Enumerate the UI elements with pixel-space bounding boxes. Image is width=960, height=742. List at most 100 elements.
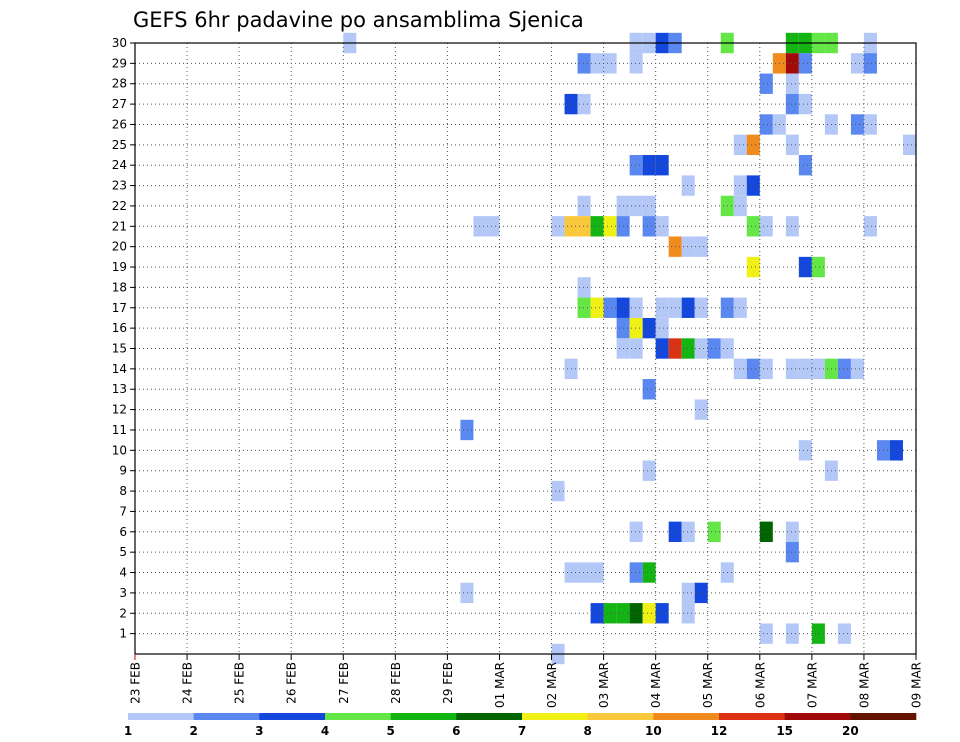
x-tick-label-5: 28 FEB xyxy=(389,662,403,704)
x-tick-label-4: 27 FEB xyxy=(337,662,351,704)
heatmap-cell-31 xyxy=(733,134,747,156)
y-tick-label-5: 5 xyxy=(119,545,127,559)
heatmap-cell-105 xyxy=(798,440,812,461)
heatmap-cell-108 xyxy=(642,460,656,481)
heatmap-cell-35 xyxy=(629,155,643,176)
colorbar-swatch-10 xyxy=(784,713,851,720)
colorbar-label-10: 15 xyxy=(776,724,793,738)
heatmap-cell-85 xyxy=(629,338,643,359)
heatmap-cell-102 xyxy=(642,379,656,400)
x-tick-label-10: 04 MAR xyxy=(649,662,663,708)
heatmap-cell-25 xyxy=(798,93,812,115)
heatmap-cell-17 xyxy=(798,53,812,74)
heatmap-cell-47 xyxy=(733,195,747,217)
colorbar-label-7: 8 xyxy=(583,724,591,738)
heatmap-cell-111 xyxy=(629,521,643,542)
colorbar-swatch-11 xyxy=(850,713,917,720)
heatmap-cell-125 xyxy=(460,582,474,604)
heatmap-cell-50 xyxy=(551,216,565,237)
heatmap-cell-104 xyxy=(460,419,474,441)
heatmap-cell-74 xyxy=(655,297,669,318)
heatmap-cell-113 xyxy=(681,521,695,542)
y-tick-label-4: 4 xyxy=(119,566,127,580)
heatmap-cell-13 xyxy=(603,53,617,74)
heatmap-cell-16 xyxy=(785,53,799,74)
colorbar-label-1: 2 xyxy=(189,724,197,738)
heatmap-cell-122 xyxy=(629,562,643,583)
colorbar-swatch-6 xyxy=(522,713,588,720)
heatmap-cell-94 xyxy=(746,358,760,380)
heatmap-cell-103 xyxy=(694,399,708,420)
chart-title: GEFS 6hr padavine po ansamblima Sjenica xyxy=(133,8,584,32)
heatmap-cell-77 xyxy=(694,297,708,318)
y-tick-label-11: 11 xyxy=(112,423,127,437)
y-tick-label-14: 14 xyxy=(112,362,127,376)
heatmap-cell-52 xyxy=(577,216,591,237)
heatmap-cell-19 xyxy=(863,53,877,74)
heatmap-cell-132 xyxy=(642,603,656,624)
heatmap-cell-58 xyxy=(746,216,760,237)
heatmap-cell-123 xyxy=(642,562,656,583)
heatmap-cell-39 xyxy=(681,175,695,196)
y-tick-label-17: 17 xyxy=(112,301,127,315)
y-tick-label-29: 29 xyxy=(112,56,127,70)
heatmap-cell-90 xyxy=(707,338,721,359)
heatmap-cell-54 xyxy=(603,216,617,237)
heatmap-cell-79 xyxy=(733,297,747,318)
x-tick-label-0: 23 FEB xyxy=(129,662,143,704)
x-tick-label-3: 26 FEB xyxy=(285,662,299,704)
heatmap-cell-128 xyxy=(590,603,604,624)
y-tick-label-22: 22 xyxy=(112,199,127,213)
heatmap-cell-59 xyxy=(759,216,773,237)
heatmap-cell-21 xyxy=(785,73,799,94)
heatmap-cell-81 xyxy=(629,317,643,339)
colorbar-swatch-2 xyxy=(259,713,326,720)
heatmap-cell-82 xyxy=(642,317,656,339)
y-tick-label-6: 6 xyxy=(119,525,127,539)
heatmap-cell-115 xyxy=(759,521,773,542)
colorbar-label-6: 7 xyxy=(518,724,526,738)
heatmap-cell-120 xyxy=(577,562,591,583)
colorbar-swatch-5 xyxy=(456,713,523,720)
heatmap-cell-61 xyxy=(863,216,877,237)
heatmap-cell-96 xyxy=(785,358,799,380)
heatmap-cell-127 xyxy=(694,582,708,604)
heatmap-cell-24 xyxy=(785,93,799,115)
heatmap-cell-68 xyxy=(577,277,591,298)
colorbar-swatch-3 xyxy=(325,713,391,720)
heatmap-cell-110 xyxy=(551,480,565,502)
y-tick-label-20: 20 xyxy=(112,240,127,254)
x-tick-label-11: 05 MAR xyxy=(701,662,715,708)
heatmap-cell-93 xyxy=(733,358,747,380)
heatmap-cell-69 xyxy=(577,297,591,318)
heatmap-cell-135 xyxy=(759,623,773,644)
y-tick-label-9: 9 xyxy=(119,464,127,478)
heatmap-cell-64 xyxy=(694,236,708,257)
heatmap-cell-118 xyxy=(785,541,799,563)
x-tick-label-14: 08 MAR xyxy=(857,662,871,708)
heatmap-cell-12 xyxy=(590,53,604,74)
heatmap-cell-137 xyxy=(811,623,825,644)
y-tick-label-24: 24 xyxy=(112,158,127,172)
heatmap-cell-57 xyxy=(655,216,669,237)
colorbar-label-4: 5 xyxy=(386,724,394,738)
x-tick-label-1: 24 FEB xyxy=(181,662,195,704)
y-tick-label-26: 26 xyxy=(112,117,127,131)
heatmap-cell-86 xyxy=(655,338,669,359)
y-tick-label-23: 23 xyxy=(112,179,127,193)
colorbar-swatch-8 xyxy=(653,713,720,720)
heatmap-cell-116 xyxy=(785,521,799,542)
heatmap-cell-95 xyxy=(759,358,773,380)
heatmap-cell-40 xyxy=(733,175,747,196)
y-tick-label-16: 16 xyxy=(112,321,127,335)
colorbar-swatch-9 xyxy=(719,713,785,720)
x-tick-label-12: 06 MAR xyxy=(753,662,767,708)
heatmap-cell-37 xyxy=(655,155,669,176)
heatmap-cell-83 xyxy=(655,317,669,339)
y-tick-label-8: 8 xyxy=(119,484,127,498)
heatmap-cell-29 xyxy=(850,114,864,135)
y-tick-label-30: 30 xyxy=(112,36,127,50)
colorbar-swatch-1 xyxy=(193,713,260,720)
heatmap-cell-76 xyxy=(681,297,695,318)
heatmap-cell-18 xyxy=(850,53,864,74)
